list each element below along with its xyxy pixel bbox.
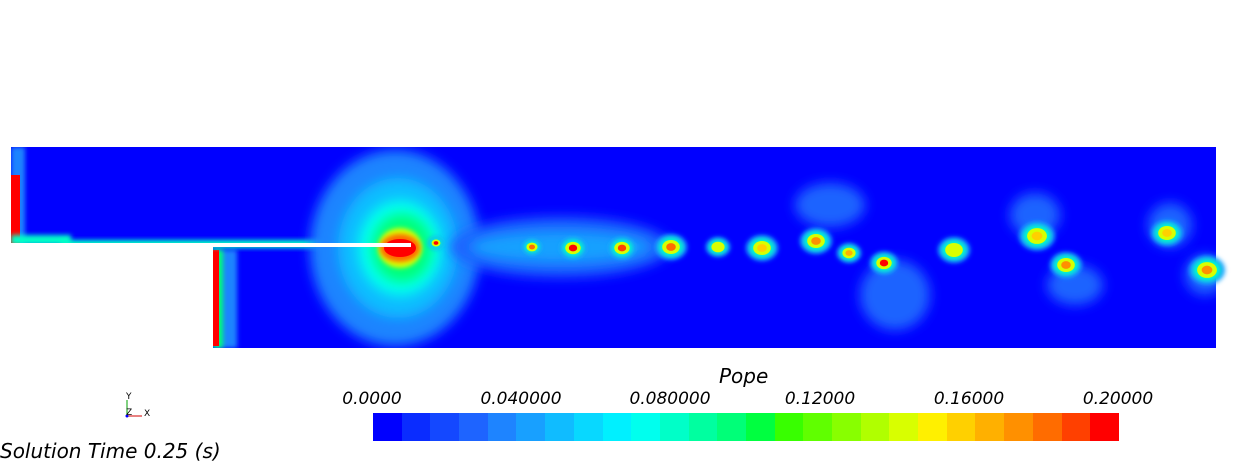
colorbar-band: [688, 413, 718, 441]
colorbar-band: [774, 413, 804, 441]
vortex-core: [949, 246, 959, 254]
colorbar-tick-label: 0.16000: [933, 389, 1005, 409]
colorbar-band: [745, 413, 775, 441]
axis-x-label: X: [144, 409, 150, 419]
axis-y-label: Y: [125, 392, 132, 402]
colorbar-band: [946, 413, 976, 441]
vortex-core: [617, 244, 627, 252]
vortex-core: [1162, 229, 1172, 237]
vortex-core: [1061, 261, 1071, 269]
colorbar-band: [602, 413, 632, 441]
vortex-core: [529, 244, 535, 250]
downstream-patch: [860, 260, 930, 330]
colorbar-band: [717, 413, 746, 441]
colorbar-band: [631, 413, 660, 441]
colorbar-tick-label: 0.0000: [342, 389, 402, 409]
colorbar-band: [430, 413, 460, 441]
colorbar-tick-label: 0.20000: [1082, 389, 1154, 409]
colorbar-band: [918, 413, 947, 441]
vortex-core: [757, 244, 767, 252]
downstream-patch: [795, 183, 865, 227]
vortex-core: [714, 244, 722, 250]
vortex-core: [1031, 231, 1043, 241]
inlet-wall-hot-region: [11, 175, 20, 245]
colorbar-band: [373, 413, 402, 441]
vortex-core: [845, 250, 853, 256]
colorbar-band: [803, 413, 832, 441]
vortex-core: [1201, 265, 1213, 275]
colorbar-band: [516, 413, 546, 441]
axis-z-label: Z: [126, 408, 132, 418]
colorbar-band: [832, 413, 861, 441]
vortex-core: [666, 243, 676, 251]
colorbar-band: [459, 413, 488, 441]
colorbar-band: [573, 413, 603, 441]
colorbar-band: [487, 413, 517, 441]
solution-time-label: Solution Time 0.25 (s): [0, 439, 221, 463]
colorbar-band: [1032, 413, 1062, 441]
colorbar-band: [1061, 413, 1091, 441]
colorbar-band: [889, 413, 919, 441]
mixing-core: [384, 239, 416, 257]
contour-plot: [11, 147, 1225, 348]
colorbar-band: [1090, 413, 1119, 441]
vortex-core: [433, 241, 439, 245]
colorbar: [373, 413, 1119, 441]
colorbar-band: [975, 413, 1005, 441]
vortex-core: [568, 244, 578, 252]
vortex-core: [811, 237, 821, 245]
step-wall-hot-region: [213, 250, 219, 346]
axis-triad: Y Z X: [125, 392, 150, 419]
colorbar-band: [1004, 413, 1033, 441]
legend-title: Pope: [719, 364, 769, 388]
colorbar-band: [659, 413, 689, 441]
vortex-core: [879, 259, 889, 267]
colorbar-tick-label: 0.12000: [784, 389, 856, 409]
colorbar-band: [545, 413, 574, 441]
colorbar-tick-label: 0.080000: [629, 389, 711, 409]
splitter-plate: [11, 243, 411, 247]
colorbar-tick-label: 0.040000: [480, 389, 562, 409]
colorbar-band: [860, 413, 890, 441]
colorbar-band: [401, 413, 431, 441]
